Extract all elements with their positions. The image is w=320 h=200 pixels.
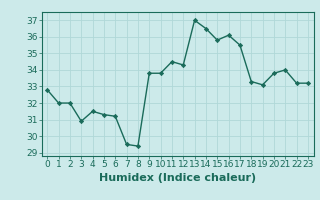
X-axis label: Humidex (Indice chaleur): Humidex (Indice chaleur)	[99, 173, 256, 183]
